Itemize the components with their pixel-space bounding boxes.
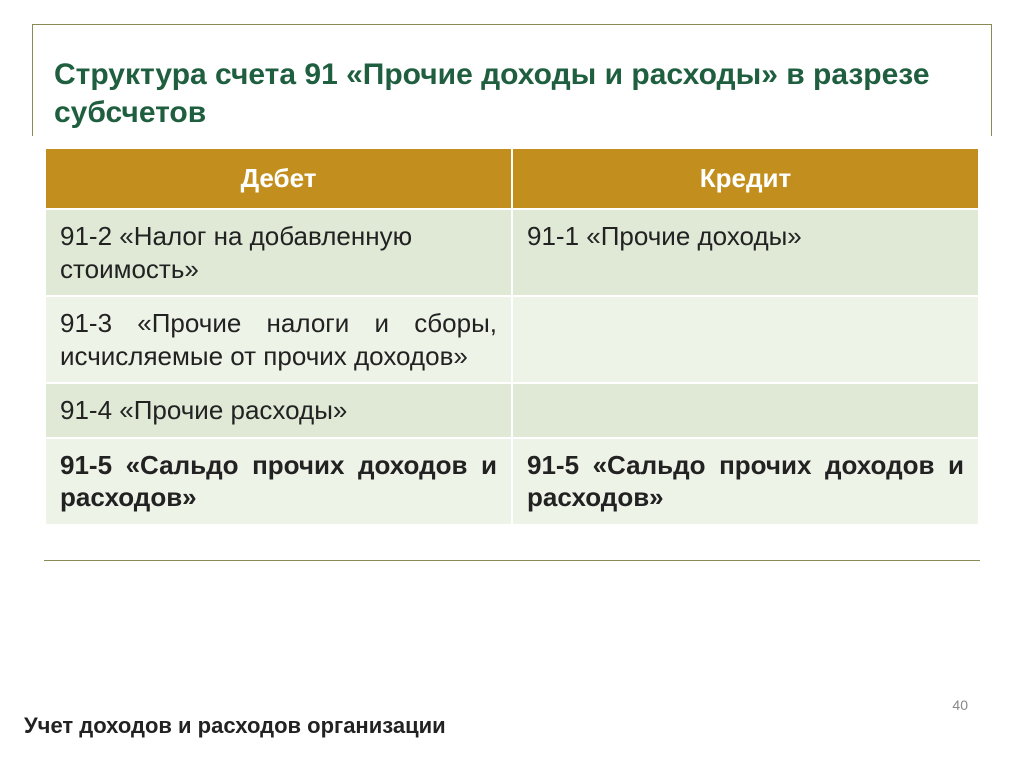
cell-credit: [512, 383, 979, 438]
header-debit: Дебет: [45, 148, 512, 209]
footer-text: Учет доходов и расходов организации: [24, 713, 446, 739]
slide: Структура счета 91 «Прочие доходы и расх…: [0, 0, 1024, 767]
header-credit: Кредит: [512, 148, 979, 209]
cell-credit: 91-5 «Сальдо прочих доходов и расходов»: [512, 438, 979, 525]
table-row: 91-5 «Сальдо прочих доходов и расходов» …: [45, 438, 979, 525]
page-number: 40: [952, 697, 968, 713]
page-title: Структура счета 91 «Прочие доходы и расх…: [44, 28, 980, 147]
table-row: 91-4 «Прочие расходы»: [45, 383, 979, 438]
table-row: 91-2 «Налог на добавленную стоимость» 91…: [45, 209, 979, 296]
cell-debit: 91-4 «Прочие расходы»: [45, 383, 512, 438]
table-header-row: Дебет Кредит: [45, 148, 979, 209]
cell-credit: [512, 296, 979, 383]
cell-debit: 91-3 «Прочие налоги и сборы, исчисляемые…: [45, 296, 512, 383]
account-structure-table: Дебет Кредит 91-2 «Налог на добавленную …: [44, 147, 980, 526]
divider: [44, 560, 980, 561]
cell-debit: 91-5 «Сальдо прочих доходов и расходов»: [45, 438, 512, 525]
cell-credit: 91-1 «Прочие доходы»: [512, 209, 979, 296]
cell-debit: 91-2 «Налог на добавленную стоимость»: [45, 209, 512, 296]
table-row: 91-3 «Прочие налоги и сборы, исчисляемые…: [45, 296, 979, 383]
